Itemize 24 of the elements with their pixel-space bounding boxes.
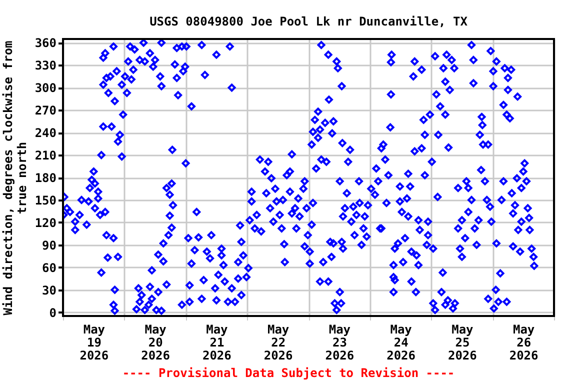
- x-tick-label: May 26 2026: [509, 322, 538, 362]
- x-tick-label: May 20 2026: [141, 322, 170, 362]
- x-tick-label: May 21 2026: [202, 322, 232, 362]
- chart-title: USGS 08049800 Joe Pool Lk nr Duncanville, TX: [150, 14, 468, 29]
- y-tick-label: 360: [34, 36, 56, 50]
- text: ---- Provisional Data Subject to Revision ----: [122, 366, 455, 380]
- x-tick-label: May 19 2026: [80, 322, 109, 362]
- y-tick-label: 210: [34, 148, 56, 163]
- y-tick-label: 60: [42, 260, 56, 275]
- y-tick-label: 0: [49, 306, 56, 320]
- y-tick-label: 330: [34, 58, 56, 73]
- x-tick-label: May 24 2026: [386, 322, 416, 362]
- y-tick-label: 300: [34, 81, 56, 96]
- y-axis-title: Wind direction, degrees clockwise from true north: [0, 40, 29, 316]
- y-tick-label: 120: [34, 216, 56, 230]
- y-tick-label: 270: [34, 104, 56, 118]
- y-tick-label: 150: [34, 193, 56, 208]
- x-tick-label: May 22 2026: [264, 322, 293, 362]
- y-tick-label: 240: [34, 126, 56, 140]
- x-tick-label: May 25 2026: [448, 322, 477, 362]
- y-tick-label: 30: [42, 283, 56, 298]
- x-tick-label: May 23 2026: [325, 322, 354, 362]
- y-tick-label: 180: [34, 171, 56, 185]
- y-tick-label: 90: [42, 238, 56, 252]
